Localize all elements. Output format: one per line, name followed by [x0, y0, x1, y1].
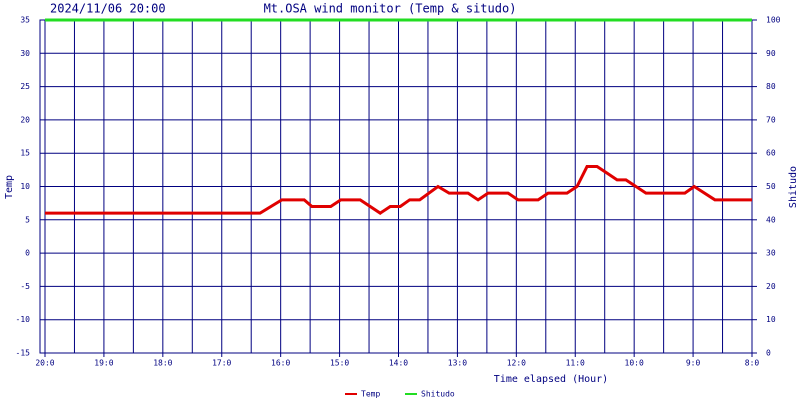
y-tick-label: 15	[20, 149, 30, 158]
x-tick-label: 11:0	[566, 359, 585, 368]
x-tick-label: 8:0	[745, 359, 760, 368]
y2-tick-label: 60	[766, 149, 776, 158]
x-tick-label: 12:0	[507, 359, 526, 368]
chart-title: Mt.OSA wind monitor (Temp & situdo)	[264, 2, 517, 16]
y-tick-label: -5	[20, 282, 30, 291]
x-tick-label: 20:0	[35, 359, 54, 368]
x-tick-label: 17:0	[212, 359, 231, 368]
y2-tick-label: 90	[766, 49, 776, 58]
y2-tick-label: 0	[766, 349, 771, 358]
y-tick-label: -10	[16, 315, 31, 324]
x-tick-label: 10:0	[625, 359, 644, 368]
y-tick-label: 35	[20, 16, 30, 25]
y2-tick-label: 30	[766, 249, 776, 258]
y2-tick-label: 50	[766, 182, 776, 191]
y2-tick-label: 40	[766, 215, 776, 224]
y2-tick-label: 100	[766, 16, 781, 25]
y2-tick-label: 80	[766, 82, 776, 91]
timestamp: 2024/11/06 20:00	[50, 2, 166, 16]
x-tick-label: 13:0	[448, 359, 467, 368]
x-axis-label: Time elapsed (Hour)	[494, 374, 608, 385]
legend-label: Shitudo	[421, 390, 455, 399]
y-axis-label: Temp	[4, 175, 15, 199]
y-tick-label: 5	[25, 215, 30, 224]
x-tick-label: 18:0	[153, 359, 172, 368]
y-tick-label: -15	[16, 349, 31, 358]
y-tick-label: 25	[20, 82, 30, 91]
x-tick-label: 16:0	[271, 359, 290, 368]
y-tick-label: 20	[20, 115, 30, 124]
y2-tick-label: 20	[766, 282, 776, 291]
legend-label: Temp	[361, 390, 380, 399]
y-tick-label: 0	[25, 249, 30, 258]
y2-axis-label: Shitudo	[788, 166, 799, 208]
x-tick-label: 19:0	[94, 359, 113, 368]
y-tick-label: 10	[20, 182, 30, 191]
x-tick-label: 15:0	[330, 359, 349, 368]
y2-tick-label: 70	[766, 115, 776, 124]
series-line	[45, 165, 752, 215]
x-tick-label: 14:0	[389, 359, 408, 368]
y-tick-label: 30	[20, 49, 30, 58]
x-tick-label: 9:0	[686, 359, 701, 368]
y2-tick-label: 10	[766, 315, 776, 324]
